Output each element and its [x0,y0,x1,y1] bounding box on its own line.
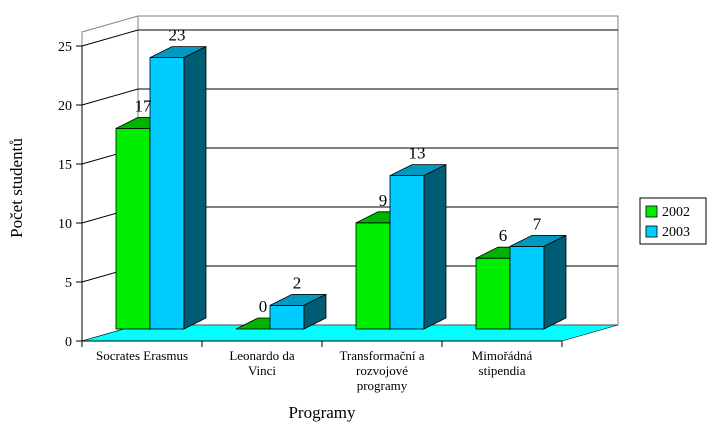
bar [509,234,567,330]
bar-side [183,45,207,330]
legend-label: 2002 [662,205,690,220]
data-label: 7 [533,214,542,233]
data-label: 6 [499,226,508,245]
legend-swatch [645,225,658,238]
bar-front [475,257,511,330]
gridline-side [81,29,139,47]
gridline-side [81,88,139,106]
bar-front [509,245,545,330]
data-labels: 17 0 9 6 23 2 13 7 [135,26,542,316]
y-tick-label: 5 [65,276,72,291]
legend: 2002 2003 [639,197,707,245]
bar-front [355,222,391,330]
x-tick-label: Socrates Erasmus [96,348,188,363]
y-tick-label: 25 [58,40,72,55]
data-label: 17 [135,96,153,115]
bar-side [543,234,567,330]
data-label: 9 [379,191,388,210]
y-tick-label: 0 [65,335,72,350]
bar-front [269,304,305,330]
y-tick-label: 20 [58,99,72,114]
legend-swatch [645,205,658,218]
bar [389,163,447,330]
y-axis: 0 5 10 15 20 25 [58,40,83,350]
data-label: 23 [169,26,186,45]
x-tick-label: Mimořádná stipendia [472,348,533,378]
bar-front [149,57,185,330]
bar-front [115,127,151,330]
bar-front [389,175,425,330]
x-tick-label: Leonardo da Vinci [229,348,295,378]
bar-side [303,293,327,330]
x-axis: Socrates Erasmus Leonardo da Vinci Transfor… [81,340,563,393]
data-label: 13 [409,144,426,163]
data-label: 2 [293,273,302,292]
bars [115,45,567,330]
x-tick-label: Transformační a rozvojové programy [339,348,424,393]
legend-label: 2003 [662,225,690,240]
data-label: 0 [259,297,268,316]
y-tick-label: 10 [58,217,72,232]
y-axis-title: Počet studentů [7,138,26,238]
bar [269,293,327,330]
bar [149,45,207,330]
bar-side [423,163,447,330]
y-tick-label: 15 [58,158,72,173]
x-axis-title: Programy [288,403,356,422]
